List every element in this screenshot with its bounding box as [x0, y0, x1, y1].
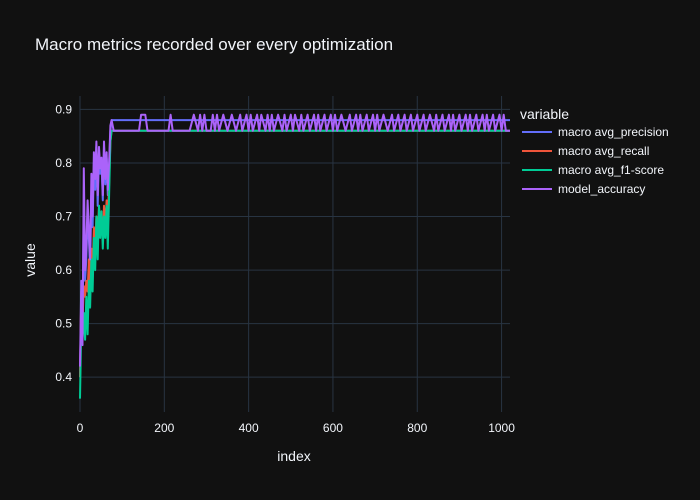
- series-line-2: [79, 129, 510, 399]
- y-tick-label: 0.5: [55, 317, 72, 331]
- y-tick-label: 0.8: [55, 156, 72, 170]
- legend-item[interactable]: macro avg_precision: [522, 125, 669, 139]
- legend-item[interactable]: macro avg_recall: [522, 144, 649, 158]
- x-tick-label: 1000: [488, 421, 515, 435]
- y-tick-label: 0.9: [55, 102, 72, 116]
- x-axis-title: index: [277, 448, 310, 464]
- y-tick-label: 0.7: [55, 210, 72, 224]
- grid: [79, 96, 510, 412]
- legend-item[interactable]: macro avg_f1-score: [522, 163, 664, 177]
- y-tick-label: 0.6: [55, 263, 72, 277]
- series-layer: [79, 113, 510, 399]
- x-tick-label: 600: [323, 421, 343, 435]
- legend-item[interactable]: model_accuracy: [522, 182, 645, 196]
- x-tick-label: 200: [154, 421, 174, 435]
- series-line-3: [79, 113, 510, 367]
- legend-label: macro avg_f1-score: [558, 163, 664, 177]
- x-axis-ticks: 0 200 400 600 800 1000: [77, 421, 516, 435]
- legend-label: macro avg_recall: [558, 144, 649, 158]
- x-tick-label: 0: [77, 421, 84, 435]
- legend-title: variable: [520, 106, 569, 122]
- legend-label: macro avg_precision: [558, 125, 669, 139]
- y-axis-title: value: [22, 243, 38, 277]
- y-axis-ticks: 0.4 0.5 0.6 0.7 0.8 0.9: [55, 102, 72, 384]
- legend-label: model_accuracy: [558, 182, 645, 196]
- chart-title: Macro metrics recorded over every optimi…: [35, 35, 393, 54]
- y-tick-label: 0.4: [55, 370, 72, 384]
- x-tick-label: 800: [407, 421, 427, 435]
- x-tick-label: 400: [239, 421, 259, 435]
